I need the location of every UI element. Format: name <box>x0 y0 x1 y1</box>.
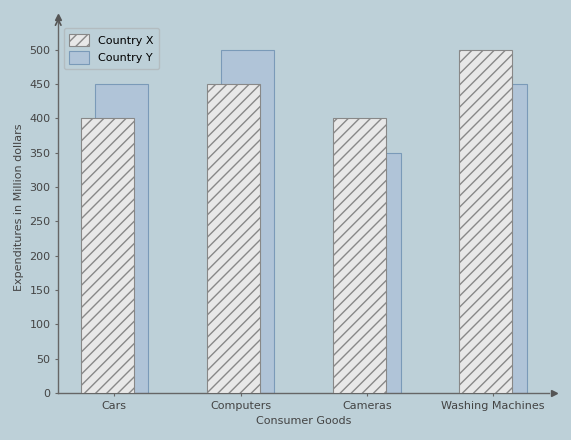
Bar <box>95 84 148 393</box>
Bar <box>221 50 274 393</box>
Bar <box>81 118 134 393</box>
Bar <box>348 153 401 393</box>
Y-axis label: Expenditures in Million dollars: Expenditures in Million dollars <box>14 124 24 291</box>
Bar <box>460 50 513 393</box>
X-axis label: Consumer Goods: Consumer Goods <box>256 416 351 426</box>
Bar <box>333 118 386 393</box>
Bar <box>474 84 527 393</box>
Legend: Country X, Country Y: Country X, Country Y <box>64 28 159 69</box>
Bar <box>207 84 260 393</box>
